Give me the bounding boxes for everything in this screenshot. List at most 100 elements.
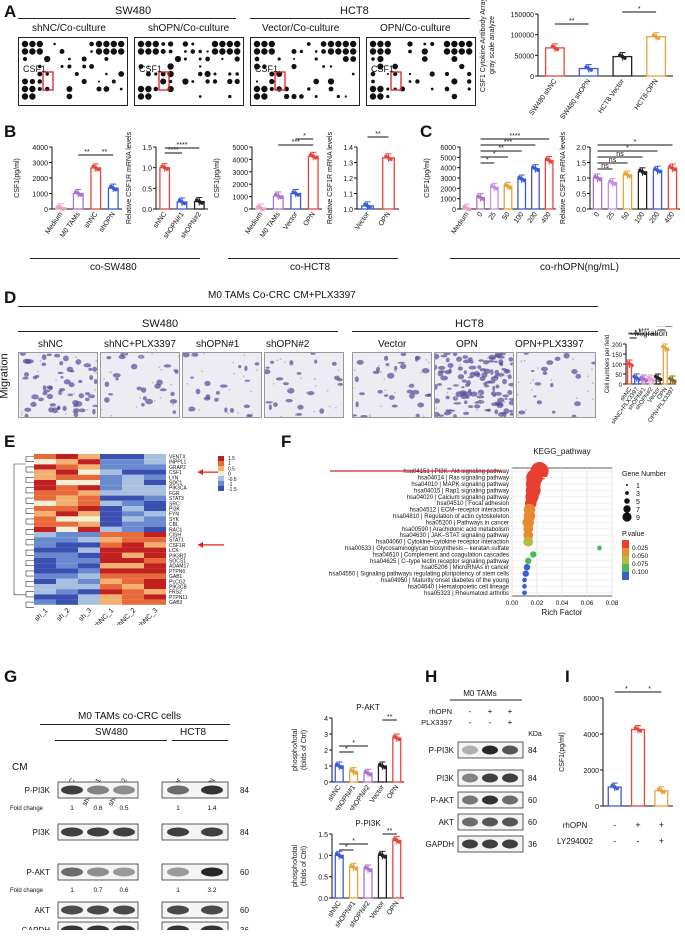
heatmap-cell: [78, 511, 100, 517]
gene-label: PIK3R2: [169, 553, 186, 559]
data-point: [673, 167, 677, 172]
array-spot: [458, 48, 465, 55]
y-axis-label: CSF1(pg/ml): [559, 732, 566, 772]
panel-b-xlab-hct8: co-HCT8: [290, 262, 331, 273]
heatmap-cell: [56, 568, 78, 574]
gene-label: ADAM17: [169, 564, 189, 570]
cell: [56, 406, 61, 410]
y-axis-label: Relative CSF1R mRNA levels: [126, 131, 133, 224]
sig-label: ****: [638, 328, 649, 335]
cell: [112, 373, 121, 378]
cell: [456, 356, 463, 362]
cell: [397, 361, 406, 364]
kda-label: 60: [528, 796, 537, 805]
cell: [60, 376, 64, 379]
legend-swatch: [218, 456, 224, 461]
pathway-dot: [522, 584, 527, 589]
dendrogram-branch: [25, 601, 34, 608]
sig-label: ***: [504, 139, 512, 146]
array-spot: [82, 64, 87, 69]
array-spot: [227, 78, 233, 85]
pathway-label: hsa04014 | Ras signaling pathway: [418, 476, 509, 482]
heatmap-cell: [144, 599, 166, 605]
cell: [479, 376, 486, 382]
y-tick-label: 4000: [232, 157, 248, 164]
cell: [495, 403, 504, 407]
heatmap-cell: [34, 500, 56, 506]
gene-label: FYN: [169, 512, 179, 518]
legend-swatch: [218, 471, 224, 476]
array-spot: [351, 72, 355, 76]
array-spot: [313, 78, 320, 85]
cell: [282, 382, 289, 386]
blot-band: [113, 925, 135, 930]
blot-band: [502, 817, 518, 827]
pore: [326, 389, 329, 392]
y-tick-label: 3: [324, 732, 328, 739]
blot-band: [201, 905, 223, 915]
pore: [177, 355, 179, 358]
array-spot: [393, 71, 398, 77]
heatmap-cell: [34, 552, 56, 558]
heatmap-cell: [144, 521, 166, 527]
data-point: [615, 786, 619, 791]
cell: [550, 382, 554, 388]
heatmap-cell: [78, 474, 100, 480]
array-spot: [67, 64, 72, 69]
fold-change-value: 1: [176, 887, 180, 894]
pore: [457, 383, 459, 386]
array-spot: [105, 72, 108, 76]
panel-d-group-sw480: SW480: [142, 318, 179, 330]
micro-label-1: shNC: [38, 339, 64, 350]
cell: [462, 355, 469, 359]
data-point: [368, 772, 373, 777]
pore: [232, 361, 235, 364]
heatmap-cell: [56, 558, 78, 564]
cell: [59, 361, 64, 366]
x-tick-label: 0.02: [531, 600, 544, 607]
cell: [494, 369, 500, 376]
panel-g-label: G: [4, 667, 18, 686]
cell: [297, 404, 304, 410]
cell: [438, 365, 446, 370]
cell: [37, 397, 44, 402]
cell: [24, 372, 30, 377]
cell: [336, 377, 343, 382]
heatmap-cell: [56, 490, 78, 496]
cell: [356, 359, 364, 365]
cell: [530, 369, 535, 373]
pathway-dot: [525, 557, 532, 564]
bar: [392, 737, 402, 783]
array-spot: [386, 72, 389, 76]
blot-band: [482, 773, 498, 783]
heatmap-cell: [56, 563, 78, 569]
dendrogram-branch: [25, 487, 34, 494]
csf1-label: CSF1: [23, 64, 46, 74]
cell: [463, 411, 470, 415]
sig-label: *: [648, 686, 651, 693]
array-spot: [160, 78, 167, 85]
cell: [435, 398, 441, 404]
cell: [435, 364, 438, 370]
heatmap-cell: [34, 578, 56, 584]
cell: [383, 394, 389, 397]
heatmap-cell: [144, 573, 166, 579]
cell: [187, 406, 196, 412]
array-spot: [219, 48, 226, 55]
cell: [508, 382, 513, 387]
x-category-label: shNC: [84, 211, 100, 229]
cell: [275, 377, 284, 381]
panel-d-side-label: Migration: [0, 353, 11, 399]
array-spot: [111, 79, 116, 84]
array-spot: [38, 64, 42, 69]
pore: [520, 360, 523, 363]
heatmap-cell: [34, 516, 56, 522]
panel-h-label: H: [425, 667, 438, 686]
blot-band: [462, 817, 478, 827]
size-legend-dot: [622, 512, 632, 522]
data-point: [383, 765, 387, 770]
cell: [546, 360, 554, 365]
array-spot: [421, 56, 428, 62]
heatmap-cell: [34, 584, 56, 590]
array-spot: [466, 48, 473, 55]
